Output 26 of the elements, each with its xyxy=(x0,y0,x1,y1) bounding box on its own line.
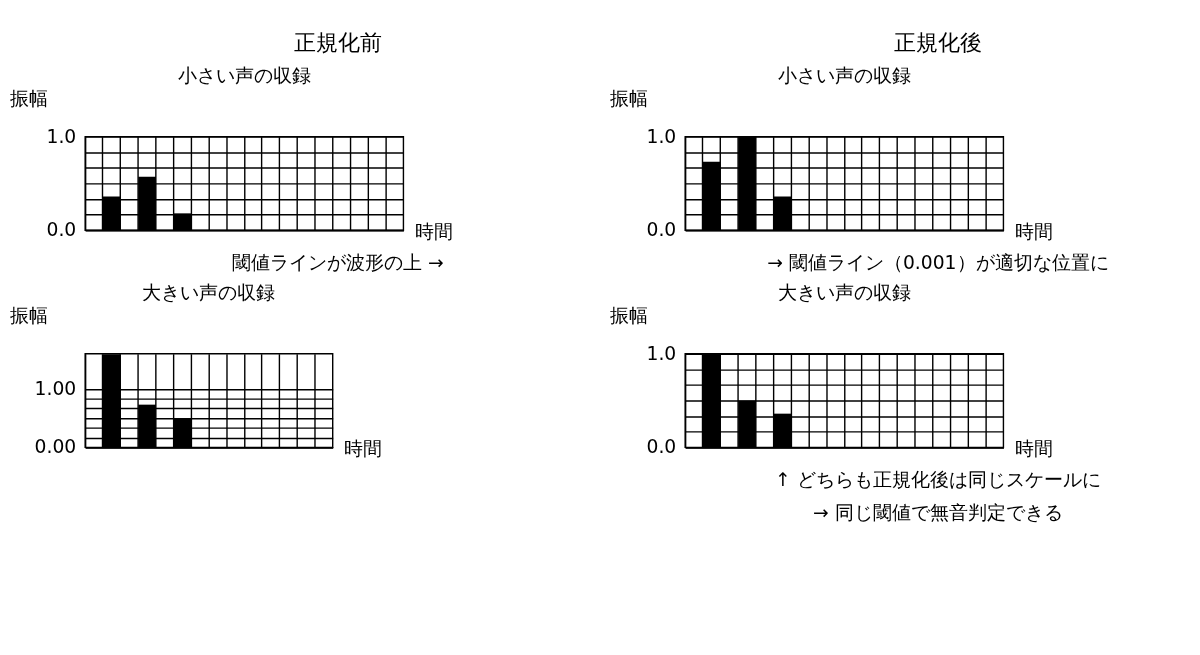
x-axis-title: 時間 xyxy=(1015,438,1054,460)
y-axis-title: 振幅 xyxy=(610,88,649,110)
chart-title: 大きい声の収録 xyxy=(777,282,911,304)
y-tick-label: 1.0 xyxy=(646,125,677,147)
y-axis-title: 振幅 xyxy=(610,305,649,327)
text: 正規化後 xyxy=(893,28,982,55)
text: → 閾値ライン（0.001）が適切な位置に xyxy=(767,251,1109,273)
text: 正規化前 xyxy=(293,28,382,55)
chart-title: 小さい声の収録 xyxy=(777,65,911,87)
text: → 同じ閾値で無音判定できる xyxy=(813,502,1063,524)
y-tick-label: 0.0 xyxy=(646,436,677,458)
y-tick-label: 0.0 xyxy=(646,219,677,241)
x-axis-title: 時間 xyxy=(344,438,383,460)
text: 閾値ラインが波形の上 → xyxy=(232,251,444,273)
y-tick-label: 1.0 xyxy=(46,125,77,147)
y-tick-label: 1.00 xyxy=(34,377,77,399)
y-tick-label: 1.0 xyxy=(646,342,677,364)
y-tick-label: 0.00 xyxy=(34,436,77,458)
x-axis-title: 時間 xyxy=(1015,221,1054,243)
x-axis-title: 時間 xyxy=(415,221,454,243)
chart-title: 大きい声の収録 xyxy=(142,282,276,304)
y-tick-label: 0.0 xyxy=(46,219,77,241)
y-axis-title: 振幅 xyxy=(10,305,49,327)
chart-title: 小さい声の収録 xyxy=(177,65,311,87)
y-axis-title: 振幅 xyxy=(10,88,49,110)
text: ↑ どちらも正規化後は同じスケールに xyxy=(775,468,1101,490)
